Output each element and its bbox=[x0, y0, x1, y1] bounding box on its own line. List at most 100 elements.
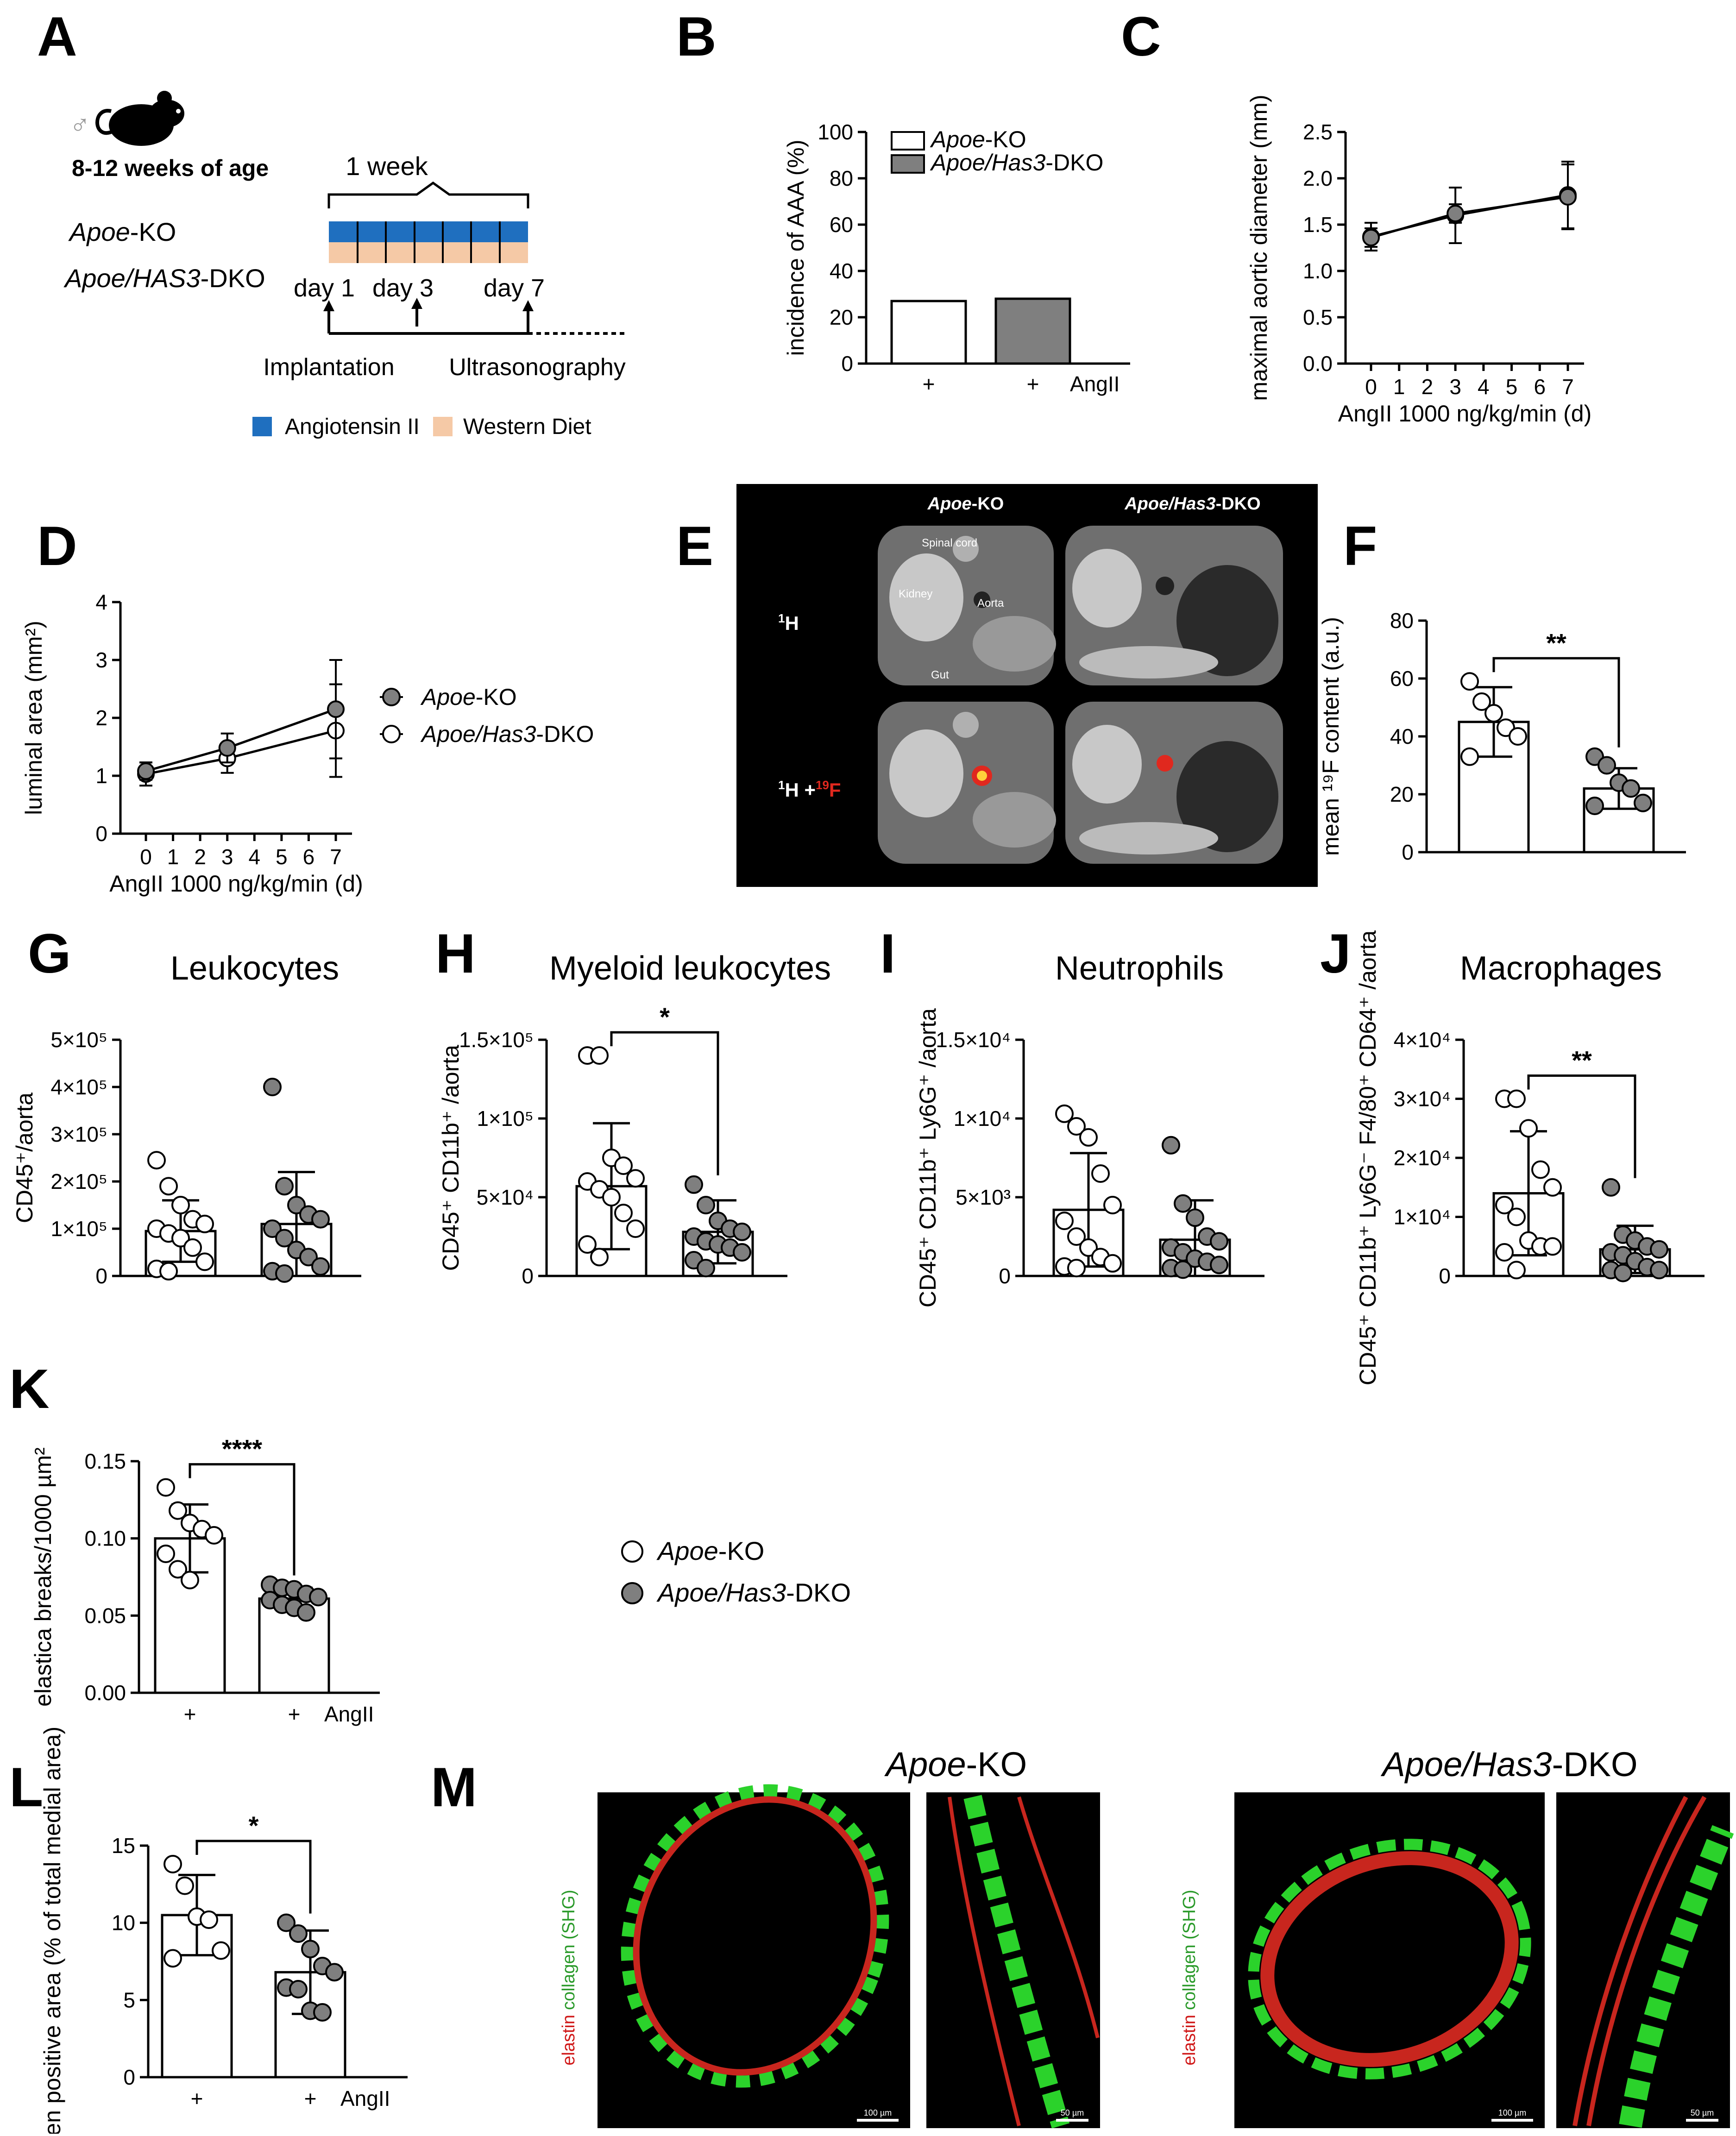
micro-image-dko-zoom: 50 µm bbox=[1556, 1792, 1734, 2128]
week-text: 1 week bbox=[346, 151, 428, 181]
chart-c-aortic-diameter: 0.0 0.5 1.0 1.5 2.0 2.5 maximal aortic diamete… bbox=[1246, 94, 1591, 427]
x-tick-label: + bbox=[191, 2086, 203, 2111]
mri-panel-e: Apoe-KO Apoe/Has3-DKO 1H 1H +19F Spinal … bbox=[736, 484, 1318, 887]
y-tick-label: 20 bbox=[1390, 782, 1414, 806]
panel-label-i: I bbox=[880, 923, 895, 985]
data-point bbox=[263, 1078, 282, 1096]
y-tick-label: 0.15 bbox=[84, 1449, 126, 1473]
data-point bbox=[1362, 229, 1380, 246]
male-symbol: ♂ bbox=[69, 109, 90, 140]
data-point bbox=[205, 1526, 223, 1545]
data-point bbox=[1507, 1261, 1526, 1280]
y-tick-label: 2.5 bbox=[1303, 120, 1333, 144]
y-axis-title: collagen positive area (% of total media… bbox=[39, 1727, 65, 2134]
data-point bbox=[1495, 1243, 1514, 1262]
data-point bbox=[1543, 1178, 1562, 1197]
data-point bbox=[614, 1204, 633, 1222]
y-tick-label: 1×10⁴ bbox=[1394, 1205, 1451, 1229]
data-point bbox=[157, 1478, 175, 1497]
legend-b-dko-swatch bbox=[891, 154, 925, 174]
x-tick-label: 4 bbox=[248, 845, 260, 869]
data-point bbox=[263, 1219, 282, 1238]
data-point bbox=[1103, 1196, 1122, 1214]
panel-label-j: J bbox=[1320, 923, 1351, 985]
chart-b-incidence: 0 20 40 60 80 100 incidence of AAA (%) + + AngII bbox=[783, 120, 1130, 396]
x-tick-label: 6 bbox=[303, 845, 315, 869]
data-point bbox=[287, 1196, 306, 1214]
data-point bbox=[311, 1210, 330, 1229]
data-point bbox=[1067, 1227, 1086, 1246]
data-point bbox=[685, 1175, 703, 1194]
x-tick-label: 5 bbox=[276, 845, 288, 869]
data-point bbox=[1460, 672, 1479, 691]
y-tick-label: 2×10⁴ bbox=[1394, 1146, 1451, 1170]
panel-label-f: F bbox=[1343, 515, 1377, 577]
data-point bbox=[181, 1571, 199, 1589]
data-point bbox=[1067, 1259, 1086, 1277]
y-tick-label: 2.0 bbox=[1303, 166, 1333, 190]
data-point bbox=[602, 1188, 621, 1206]
panel-label-h: H bbox=[435, 923, 476, 985]
data-point bbox=[200, 1910, 218, 1929]
legend-swatch-angii bbox=[252, 417, 272, 436]
data-point bbox=[275, 1264, 294, 1283]
x-tick-label: 2 bbox=[1422, 375, 1434, 399]
micro-image-ko-overview: 100 µm bbox=[598, 1784, 910, 2128]
data-point bbox=[171, 1196, 190, 1214]
data-point bbox=[169, 1560, 187, 1579]
legend-b-ko-text: Apoe-KO bbox=[930, 126, 1026, 152]
x-tick-label: 4 bbox=[1478, 375, 1490, 399]
y-tick-label: 1.5×10⁴ bbox=[936, 1028, 1011, 1052]
y-tick-label: 5 bbox=[123, 1988, 135, 2012]
data-point bbox=[195, 1214, 214, 1233]
y-tick-label: 0 bbox=[999, 1264, 1011, 1288]
data-point bbox=[1507, 1207, 1526, 1226]
data-point bbox=[195, 1252, 214, 1271]
data-point bbox=[171, 1229, 190, 1248]
x-tick-label: 0 bbox=[1365, 375, 1377, 399]
data-point bbox=[1495, 1196, 1514, 1214]
legend-dko-marker bbox=[621, 1582, 643, 1604]
legend-angii-text: Angiotensin II bbox=[285, 415, 420, 439]
significance-bracket bbox=[1492, 657, 1620, 748]
significance-stars: * bbox=[660, 1002, 670, 1031]
group1-label: Apoe-KO bbox=[68, 217, 176, 246]
legend-diet-text: Western Diet bbox=[463, 415, 591, 439]
data-point bbox=[1650, 1240, 1668, 1259]
x-axis-title: AngII 1000 ng/kg/min (d) bbox=[1338, 401, 1592, 427]
micro-title-ko: Apoe-KO bbox=[884, 1745, 1027, 1784]
x-tick-label: 2 bbox=[194, 845, 206, 869]
y-tick-label: 0.05 bbox=[84, 1603, 126, 1627]
x-axis-title: AngII 1000 ng/kg/min (d) bbox=[109, 871, 363, 897]
y-tick-label: 1.5 bbox=[1303, 213, 1333, 237]
y-tick-label: 0 bbox=[1439, 1264, 1451, 1288]
panel-label-l: L bbox=[9, 1756, 43, 1818]
data-point bbox=[164, 1949, 182, 1968]
y-tick-label: 1×10⁴ bbox=[954, 1106, 1011, 1131]
x-tick-label: 3 bbox=[221, 845, 233, 869]
chart-title: Leukocytes bbox=[170, 950, 339, 987]
x-tick-label: 1 bbox=[1393, 375, 1405, 399]
y-tick-label: 1×10⁵ bbox=[477, 1106, 534, 1131]
data-point bbox=[183, 1238, 202, 1257]
data-point bbox=[733, 1222, 751, 1241]
y-axis-title: incidence of AAA (%) bbox=[783, 140, 809, 356]
timeline-arrows bbox=[323, 298, 534, 311]
mri-scan-dko-overlay bbox=[1065, 702, 1283, 864]
x-axis-suffix: AngII bbox=[340, 2086, 390, 2111]
x-tick-label: + bbox=[288, 1702, 301, 1726]
chart-g-leukocytes: 0 1×10⁵ 2×10⁵ 3×10⁵ 4×10⁵ 5×10⁵ CD45⁺/aorta Leu… bbox=[12, 950, 361, 1288]
y-axis-title: CD45⁺ CD11b⁺ Ly6G⁻ F4/80⁺ CD64⁺ /aorta bbox=[1355, 930, 1381, 1386]
ultrasonography-text: Ultrasonography bbox=[449, 354, 626, 381]
x-tick-label: + bbox=[304, 2086, 317, 2111]
y-tick-label: 5×10⁴ bbox=[477, 1185, 534, 1209]
data-point bbox=[697, 1259, 715, 1277]
y-tick-label: 60 bbox=[1390, 666, 1414, 691]
x-tick-label: 0 bbox=[140, 845, 152, 869]
data-point bbox=[590, 1046, 609, 1065]
group2-label: Apoe/HAS3-DKO bbox=[63, 264, 265, 293]
data-point bbox=[1472, 692, 1491, 711]
y-axis-title: luminal area (mm²) bbox=[21, 621, 47, 815]
data-point bbox=[1519, 1119, 1538, 1138]
